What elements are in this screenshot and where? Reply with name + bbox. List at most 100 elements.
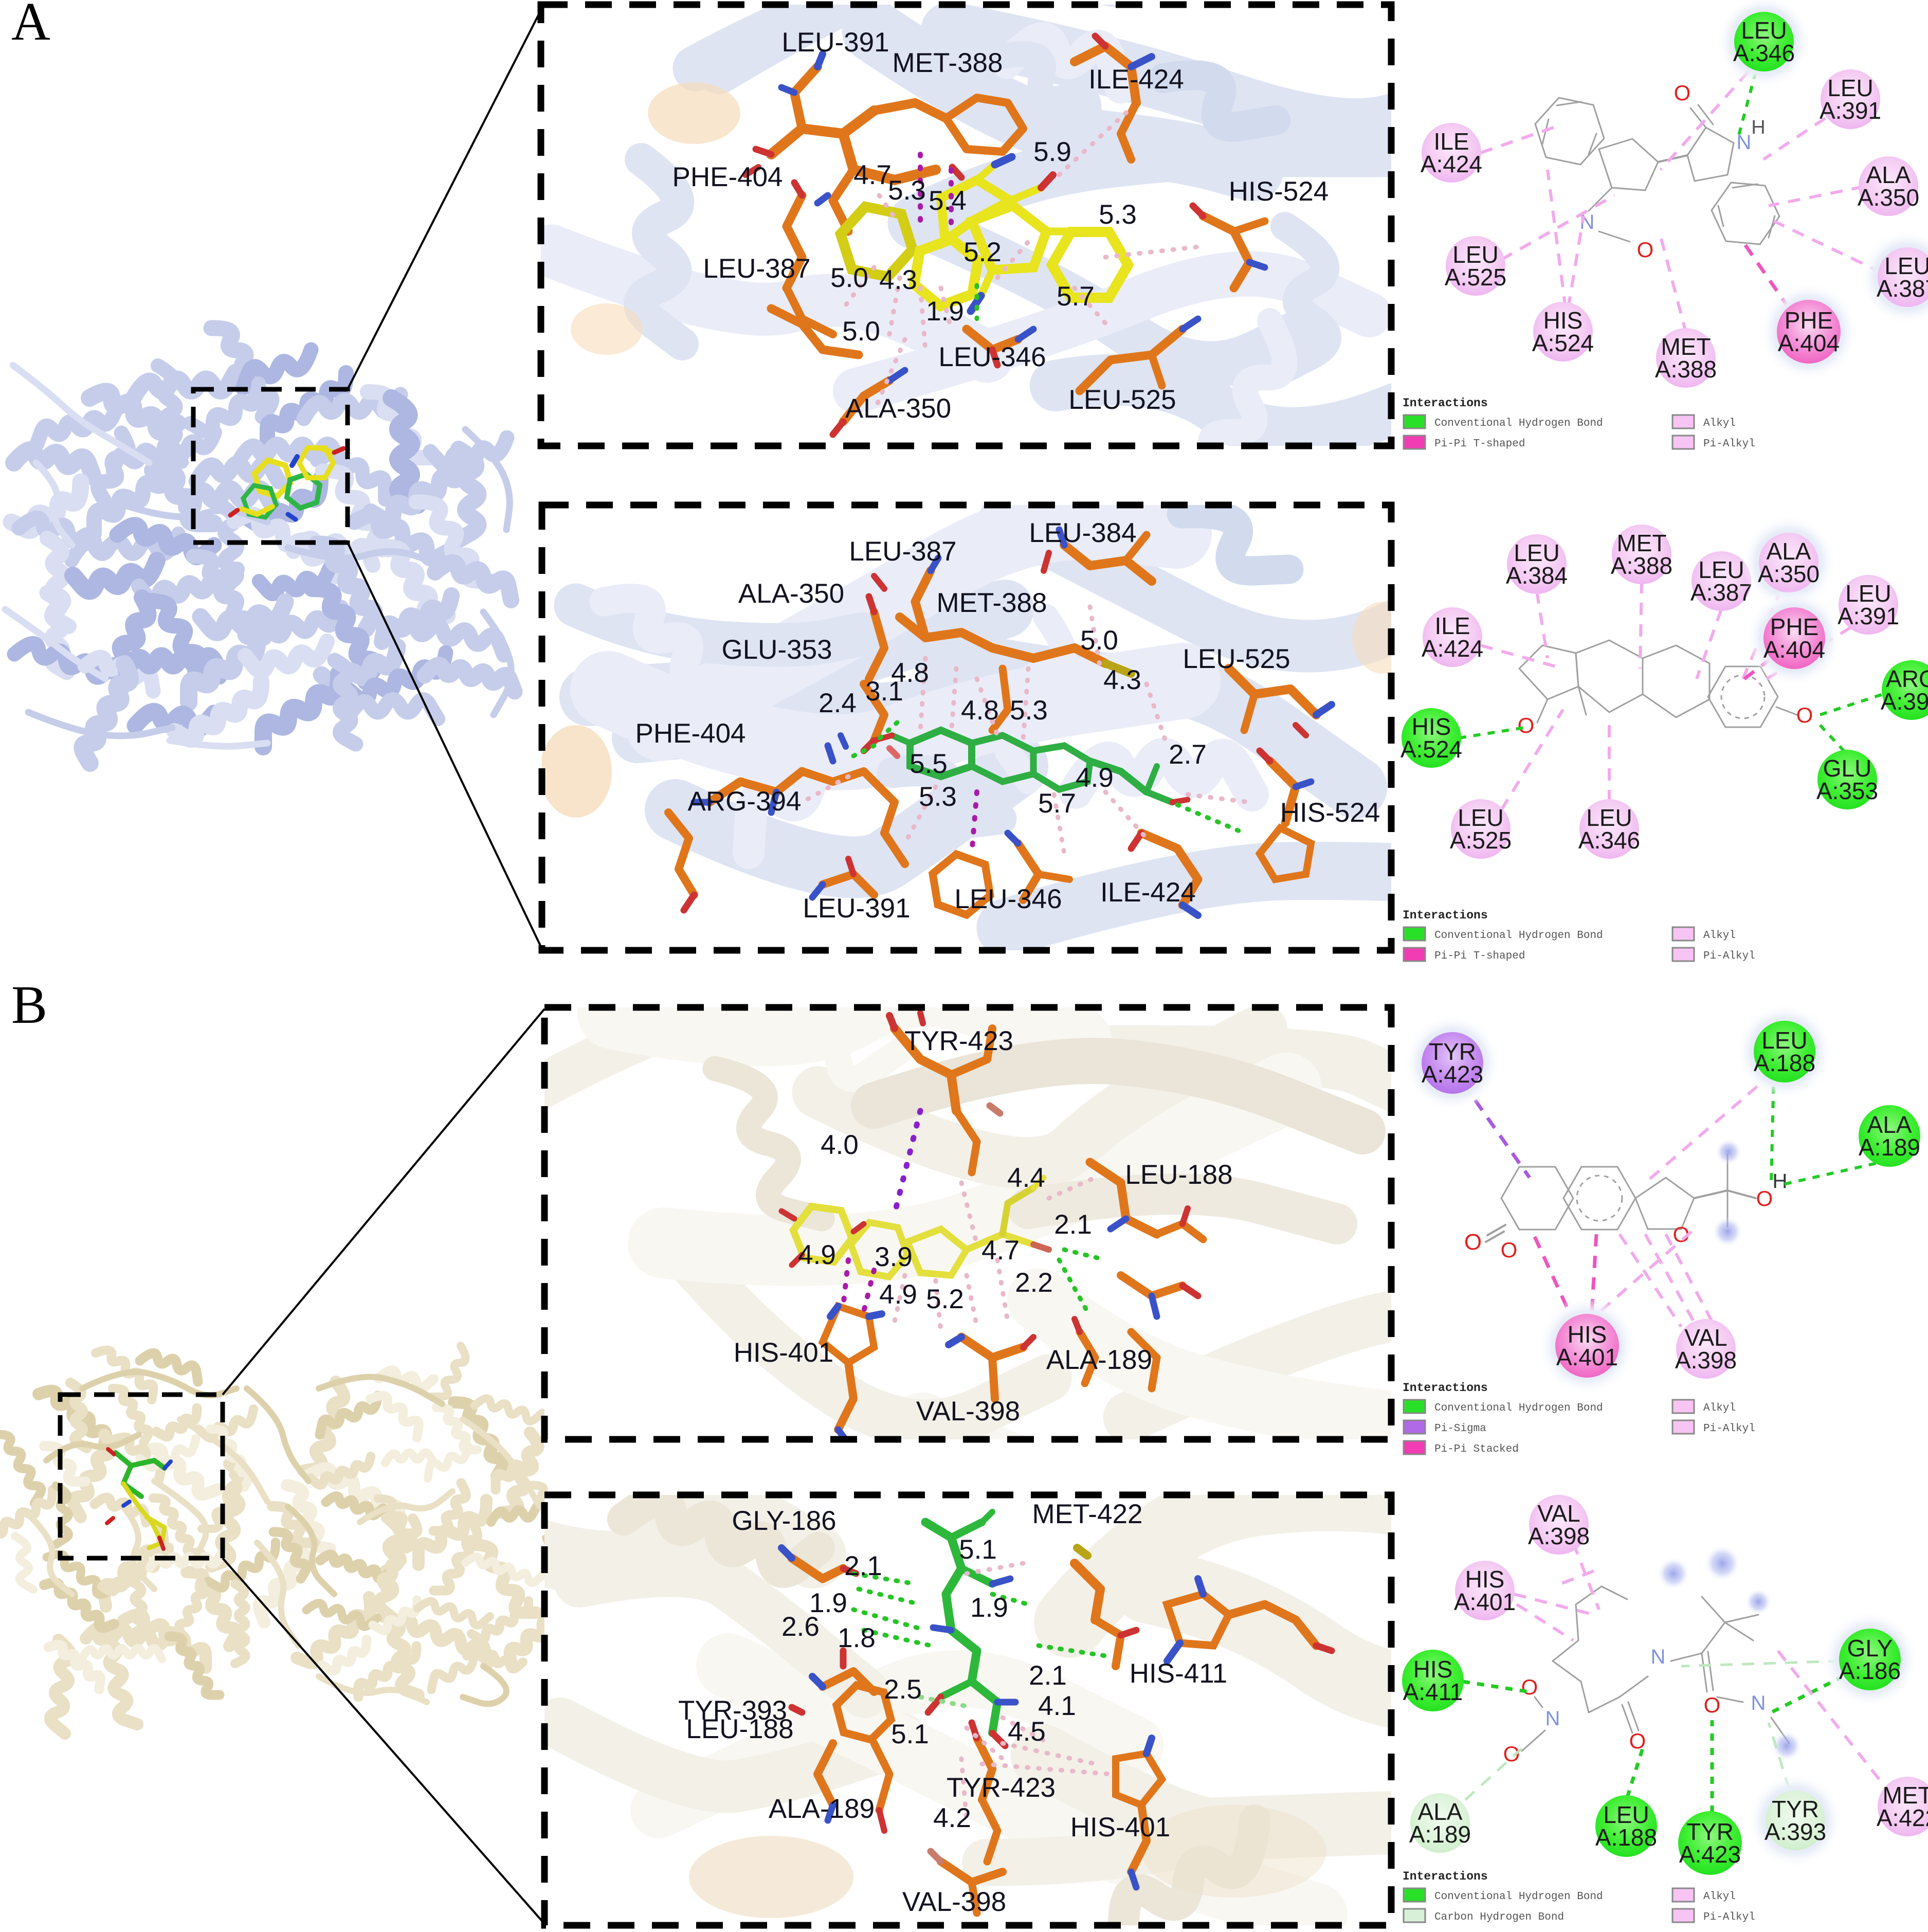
svg-text:ALA-350: ALA-350: [738, 579, 844, 609]
svg-text:3.9: 3.9: [875, 1242, 913, 1272]
svg-text:MET: MET: [1882, 1782, 1928, 1809]
svg-text:ILE: ILE: [1434, 612, 1470, 639]
svg-text:O: O: [1796, 703, 1813, 727]
svg-text:Conventional Hydrogen Bond: Conventional Hydrogen Bond: [1434, 418, 1603, 429]
svg-text:5.7: 5.7: [1038, 788, 1076, 819]
svg-text:A:388: A:388: [1655, 356, 1717, 383]
svg-text:5.1: 5.1: [891, 1719, 929, 1749]
svg-text:LEU: LEU: [1884, 252, 1928, 279]
svg-text:A:350: A:350: [1758, 561, 1820, 587]
svg-text:2.7: 2.7: [1169, 739, 1207, 770]
svg-text:A:387: A:387: [1877, 275, 1928, 302]
svg-text:N: N: [1545, 1707, 1560, 1730]
svg-text:A:189: A:189: [1409, 1821, 1471, 1848]
svg-text:A:186: A:186: [1839, 1657, 1901, 1684]
svg-text:ALA-189: ALA-189: [1046, 1345, 1152, 1375]
svg-text:A:188: A:188: [1754, 1050, 1815, 1076]
svg-text:VAL: VAL: [1537, 1500, 1580, 1527]
svg-text:B: B: [11, 974, 47, 1035]
svg-text:O: O: [1756, 1186, 1773, 1211]
svg-text:LEU-387: LEU-387: [849, 536, 956, 567]
svg-text:4.0: 4.0: [821, 1130, 859, 1160]
svg-text:Interactions: Interactions: [1403, 1381, 1488, 1395]
svg-text:4.5: 4.5: [1008, 1717, 1046, 1747]
svg-text:Pi-Pi T-shaped: Pi-Pi T-shaped: [1434, 438, 1525, 450]
svg-text:LEU-391: LEU-391: [803, 893, 910, 924]
svg-text:A:525: A:525: [1445, 264, 1506, 291]
svg-text:O: O: [1521, 1675, 1538, 1699]
svg-text:Conventional Hydrogen Bond: Conventional Hydrogen Bond: [1434, 1402, 1603, 1414]
svg-text:1.9: 1.9: [809, 1588, 847, 1618]
svg-text:LEU-525: LEU-525: [1183, 644, 1290, 674]
svg-text:A:391: A:391: [1838, 603, 1899, 629]
svg-text:TYR-423: TYR-423: [947, 1773, 1056, 1803]
svg-text:Interactions: Interactions: [1403, 1870, 1488, 1883]
svg-text:Alkyl: Alkyl: [1703, 418, 1736, 429]
svg-text:Pi-Pi T-shaped: Pi-Pi T-shaped: [1434, 950, 1525, 962]
svg-text:LEU-384: LEU-384: [1029, 518, 1136, 548]
svg-text:VAL: VAL: [1684, 1324, 1727, 1351]
svg-text:GLY-186: GLY-186: [732, 1506, 836, 1536]
svg-text:A:391: A:391: [1820, 97, 1881, 124]
svg-text:5.3: 5.3: [1099, 200, 1137, 230]
svg-text:LEU: LEU: [1452, 241, 1498, 268]
svg-text:Interactions: Interactions: [1403, 909, 1488, 922]
svg-text:ALA: ALA: [1767, 538, 1811, 565]
svg-text:2.4: 2.4: [819, 688, 857, 718]
svg-text:O: O: [1637, 238, 1654, 262]
svg-text:H: H: [1773, 1170, 1788, 1193]
svg-text:PHE-404: PHE-404: [635, 718, 745, 749]
svg-text:MET: MET: [1661, 333, 1711, 360]
svg-text:O: O: [1501, 1238, 1518, 1262]
svg-text:LEU-525: LEU-525: [1068, 385, 1176, 415]
svg-text:A:387: A:387: [1690, 579, 1752, 606]
svg-text:Alkyl: Alkyl: [1703, 1402, 1736, 1414]
svg-text:HIS-524: HIS-524: [1229, 176, 1329, 207]
svg-text:ARG: ARG: [1886, 665, 1928, 692]
svg-text:4.2: 4.2: [933, 1803, 971, 1833]
svg-text:HIS: HIS: [1465, 1566, 1505, 1593]
svg-text:LEU: LEU: [1741, 17, 1787, 44]
svg-text:HIS: HIS: [1412, 713, 1451, 740]
svg-text:4.4: 4.4: [1007, 1163, 1045, 1193]
svg-text:A:189: A:189: [1859, 1134, 1920, 1161]
svg-text:4.7: 4.7: [981, 1235, 1020, 1266]
svg-text:A:404: A:404: [1778, 330, 1840, 356]
svg-text:LEU-346: LEU-346: [954, 884, 1062, 914]
svg-text:A:350: A:350: [1858, 184, 1919, 211]
svg-text:Pi-Pi Stacked: Pi-Pi Stacked: [1434, 1443, 1519, 1455]
svg-text:5.7: 5.7: [1057, 281, 1095, 312]
svg-text:5.3: 5.3: [888, 175, 926, 206]
svg-text:A:188: A:188: [1595, 1824, 1657, 1851]
svg-text:5.3: 5.3: [919, 782, 957, 812]
svg-text:Alkyl: Alkyl: [1703, 930, 1736, 942]
svg-text:PHE-404: PHE-404: [672, 162, 783, 192]
svg-text:A:346: A:346: [1733, 40, 1795, 66]
svg-text:A: A: [11, 0, 50, 51]
svg-text:LEU: LEU: [1698, 556, 1744, 583]
svg-text:ARG-394: ARG-394: [688, 786, 802, 817]
svg-text:HIS-401: HIS-401: [734, 1338, 833, 1368]
svg-text:2.5: 2.5: [884, 1674, 922, 1705]
svg-text:4.9: 4.9: [798, 1240, 836, 1270]
svg-text:Conventional Hydrogen Bond: Conventional Hydrogen Bond: [1434, 1891, 1603, 1903]
svg-text:LEU: LEU: [1586, 804, 1632, 831]
svg-text:LEU: LEU: [1827, 75, 1873, 101]
svg-text:A:353: A:353: [1816, 778, 1878, 804]
svg-text:A:394: A:394: [1881, 688, 1928, 715]
svg-text:LEU-391: LEU-391: [781, 27, 889, 58]
svg-text:4.8: 4.8: [961, 695, 999, 726]
svg-text:5.2: 5.2: [926, 1284, 964, 1314]
svg-text:4.3: 4.3: [1103, 665, 1141, 695]
svg-text:LEU: LEU: [1458, 804, 1503, 831]
svg-text:TYR: TYR: [1686, 1818, 1734, 1845]
svg-text:HIS-411: HIS-411: [1130, 1658, 1228, 1689]
svg-text:TYR: TYR: [1772, 1796, 1819, 1822]
svg-text:A:404: A:404: [1763, 636, 1825, 663]
svg-text:O: O: [1674, 81, 1691, 105]
svg-text:2.2: 2.2: [1015, 1268, 1053, 1298]
svg-text:HIS-524: HIS-524: [1280, 798, 1380, 828]
svg-text:2.1: 2.1: [1054, 1209, 1092, 1240]
svg-text:ILE-424: ILE-424: [1100, 877, 1196, 908]
svg-text:HIS: HIS: [1543, 307, 1583, 334]
